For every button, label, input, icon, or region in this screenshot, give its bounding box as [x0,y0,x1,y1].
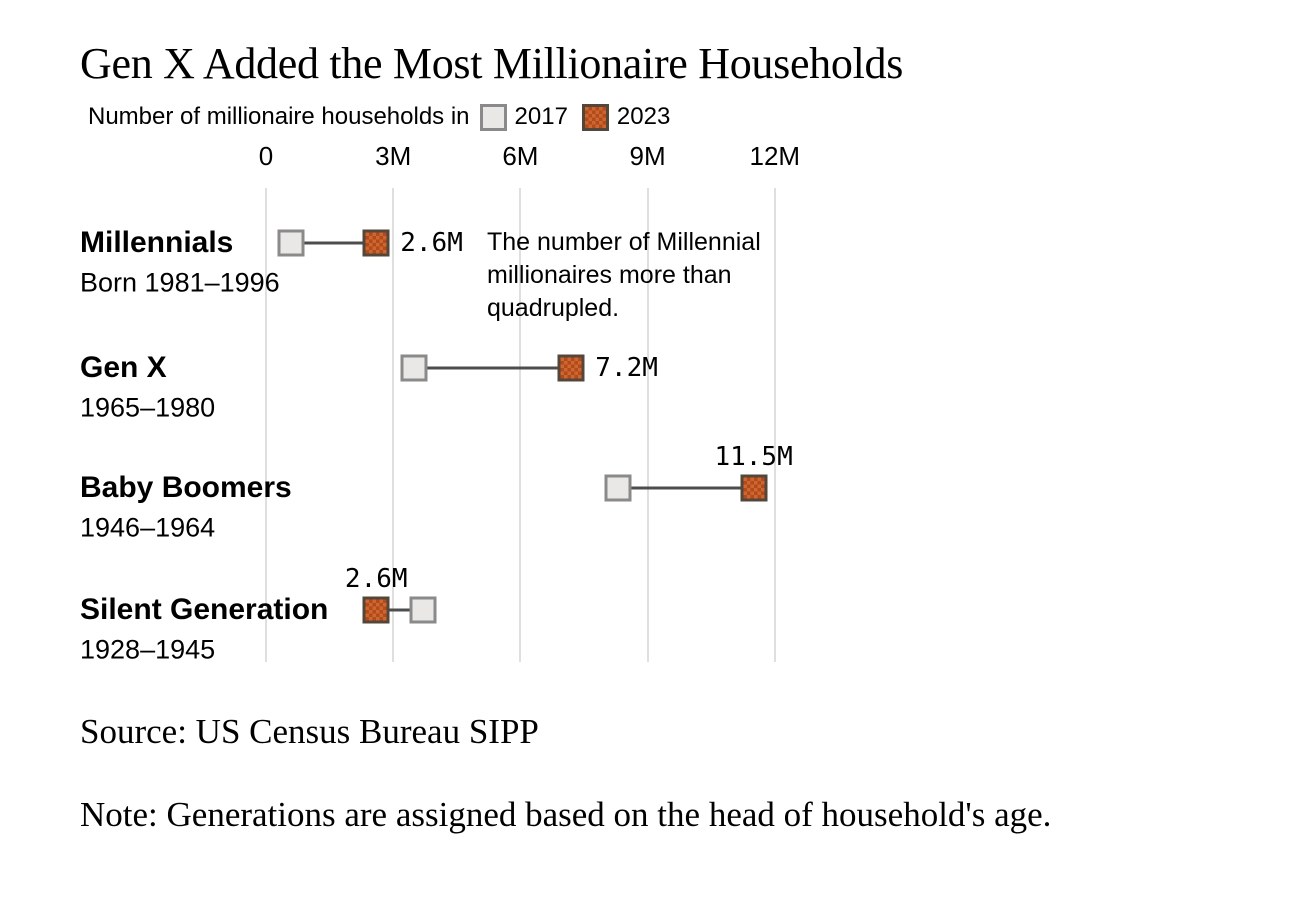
dumbbell-connector [291,241,377,245]
data-point-2017 [400,354,428,382]
legend-2017-square-icon [479,103,507,131]
x-axis-tick-label: 0 [258,141,274,171]
x-axis-tick-label: 12M [749,141,801,171]
chart-title: Gen X Added the Most Millionaire Househo… [80,39,904,88]
data-point-2023 [362,229,390,257]
x-axis-tick-label: 6M [502,141,539,171]
value-label: 2.6M [400,228,463,258]
data-point-2017 [604,474,632,502]
x-gridline [773,188,776,662]
chart-annotation: The number of Millennial millionaires mo… [487,228,761,322]
legend: Number of millionaire households in 2017… [88,103,684,131]
x-gridline [519,188,522,662]
value-label: 11.5M [714,442,793,472]
category-label: Baby Boomers [80,471,292,504]
data-point-2023 [557,354,585,382]
value-label: 2.6M [344,564,408,594]
source-text: Source: US Census Bureau SIPP [80,712,539,751]
category-label: Gen X [80,351,167,384]
dumbbell-connector [376,608,423,612]
x-axis-tick-label: 3M [375,141,412,171]
value-label: 7.2M [595,353,658,383]
legend-2023-label: 2023 [616,103,671,130]
category-sublabel: 1965–1980 [80,392,216,423]
category-sublabel: 1946–1964 [80,512,216,543]
legend-2023-square-icon [581,103,609,131]
x-gridline [265,188,267,662]
data-point-2017 [277,229,305,257]
legend-2017-label: 2017 [514,103,568,130]
x-gridline [646,188,649,662]
data-point-2017 [409,596,437,624]
category-label: Millennials [80,226,234,259]
category-sublabel: 1928–1945 [80,634,216,665]
dumbbell-connector [414,366,572,370]
data-point-2023 [362,596,390,624]
category-sublabel: Born 1981–1996 [80,267,280,298]
legend-prefix-label: Number of millionaire households in [88,103,470,130]
x-axis-tick-label: 9M [629,141,666,171]
category-label: Silent Generation [80,593,329,626]
dumbbell-connector [617,486,754,490]
x-gridline [392,188,395,662]
data-point-2023 [740,474,768,502]
note-text: Note: Generations are assigned based on … [80,795,1052,834]
